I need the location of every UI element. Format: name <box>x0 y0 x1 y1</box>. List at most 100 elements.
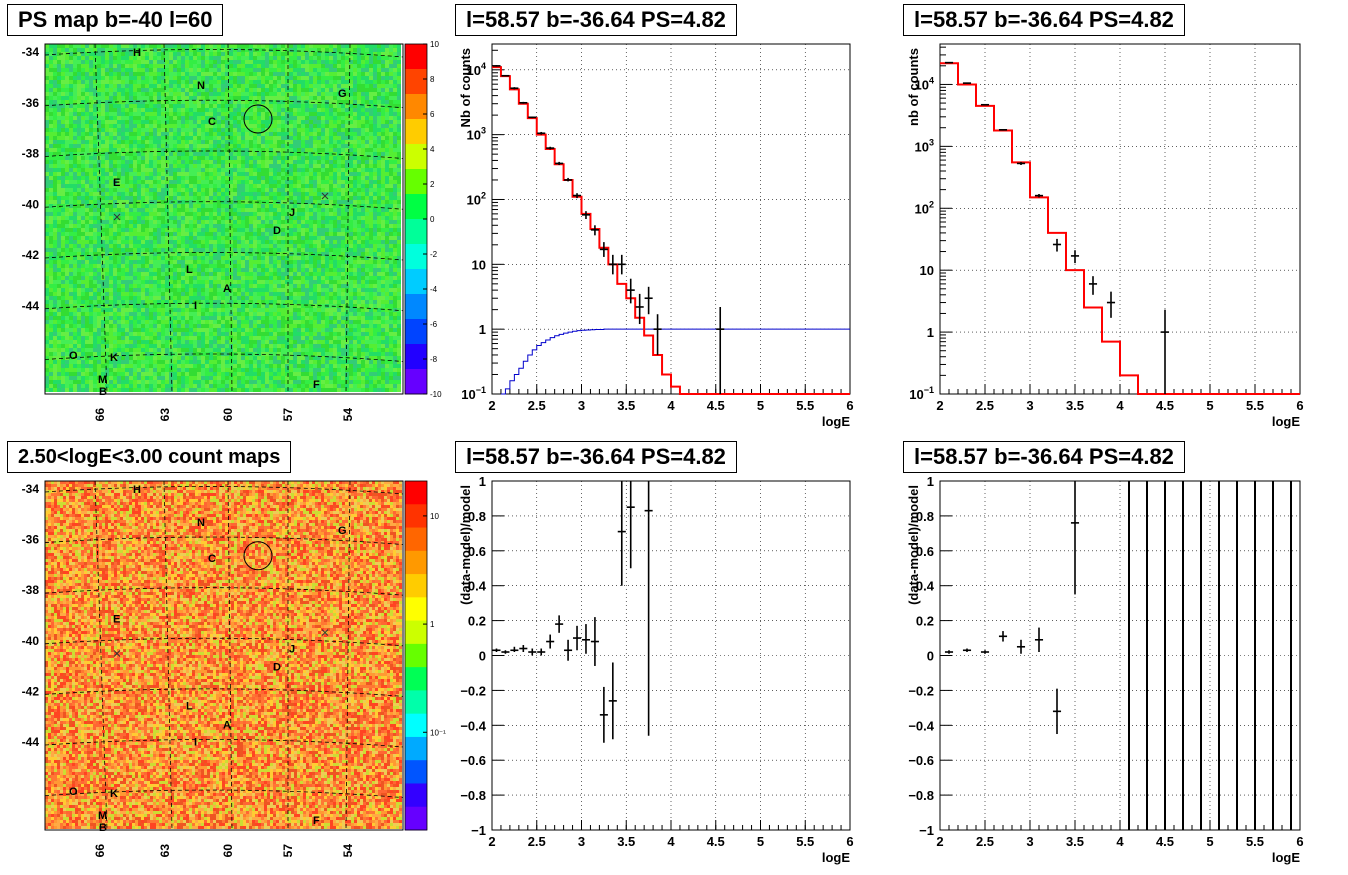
map-cell <box>57 272 61 276</box>
map-cell <box>197 288 201 292</box>
map-cell <box>77 200 81 204</box>
map-cell <box>205 208 209 212</box>
map-cell <box>201 220 205 224</box>
map-cell <box>209 212 213 216</box>
map-cell <box>85 64 89 68</box>
map-cell <box>121 232 125 236</box>
map-cell <box>45 96 49 100</box>
map-cell <box>241 268 245 272</box>
map-cell <box>105 144 109 148</box>
map-cell <box>157 196 161 200</box>
map-cell <box>81 288 85 292</box>
map-cell <box>117 124 121 128</box>
map-cell <box>93 352 97 356</box>
map-cell <box>249 388 253 392</box>
map-cell <box>89 212 93 216</box>
map-cell <box>137 172 141 176</box>
map-cell <box>93 176 97 180</box>
map-cell <box>213 312 217 316</box>
map-cell <box>165 360 169 364</box>
map-cell <box>241 324 245 328</box>
map-cell <box>233 124 237 128</box>
map-cell <box>173 292 177 296</box>
map-cell <box>85 156 89 160</box>
map-cell <box>201 308 205 312</box>
map-cell <box>121 284 125 288</box>
map-cell <box>109 88 113 92</box>
map-cell <box>157 376 161 380</box>
map-cell <box>221 56 225 60</box>
map-cell <box>117 380 121 384</box>
map-cell <box>149 124 153 128</box>
map-cell <box>145 100 149 104</box>
map-cell <box>205 328 209 332</box>
map-cell <box>105 140 109 144</box>
map-cell <box>113 120 117 124</box>
map-cell <box>45 180 49 184</box>
map-cell <box>105 288 109 292</box>
map-cell <box>105 248 109 252</box>
map-cell <box>201 384 205 388</box>
map-cell <box>117 144 121 148</box>
map-cell <box>265 76 269 80</box>
map-cell <box>49 160 53 164</box>
map-cell <box>249 208 253 212</box>
map-cell <box>137 148 141 152</box>
map-cell <box>197 104 201 108</box>
map-cell <box>125 72 129 76</box>
map-cell <box>129 104 133 108</box>
map-cell <box>197 260 201 264</box>
map-cell <box>93 188 97 192</box>
map-cell <box>245 256 249 260</box>
map-cell <box>257 276 261 280</box>
map-cell <box>161 372 165 376</box>
map-cell <box>273 116 277 120</box>
map-cell <box>193 164 197 168</box>
map-cell <box>137 268 141 272</box>
map-cell <box>81 220 85 224</box>
map-cell <box>193 52 197 56</box>
map-cell <box>109 256 113 260</box>
map-cell <box>121 72 125 76</box>
map-cell <box>221 328 225 332</box>
map-cell <box>117 208 121 212</box>
map-cell <box>261 352 265 356</box>
map-cell <box>89 148 93 152</box>
map-cell <box>101 52 105 56</box>
map-cell <box>121 328 125 332</box>
map-cell <box>93 312 97 316</box>
map-cell <box>81 364 85 368</box>
map-cell <box>141 376 145 380</box>
map-cell <box>173 128 177 132</box>
map-cell <box>201 324 205 328</box>
map-cell <box>125 136 129 140</box>
map-cell <box>265 184 269 188</box>
map-cell <box>93 160 97 164</box>
map-cell <box>65 224 69 228</box>
map-cell <box>157 144 161 148</box>
map-cell <box>93 64 97 68</box>
map-cell <box>85 300 89 304</box>
map-cell <box>261 360 265 364</box>
map-cell <box>53 236 57 240</box>
map-cell <box>53 332 57 336</box>
map-cell <box>125 372 129 376</box>
map-cell <box>185 208 189 212</box>
map-cell <box>121 264 125 268</box>
map-cell <box>249 376 253 380</box>
map-cell <box>193 204 197 208</box>
map-cell <box>61 128 65 132</box>
map-cell <box>109 336 113 340</box>
map-cell <box>269 192 273 196</box>
map-cell <box>225 256 229 260</box>
map-cell <box>61 100 65 104</box>
map-cell <box>149 92 153 96</box>
map-cell <box>209 236 213 240</box>
map-cell <box>85 232 89 236</box>
map-cell <box>261 192 265 196</box>
map-cell <box>233 140 237 144</box>
map-cell <box>257 192 261 196</box>
map-cell <box>57 116 61 120</box>
map-cell <box>189 64 193 68</box>
map-cell <box>149 268 153 272</box>
